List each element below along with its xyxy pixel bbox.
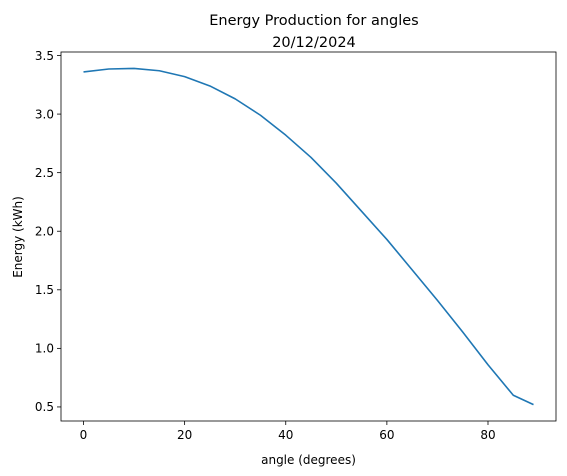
y-tick-label: 1.5 [35, 283, 54, 297]
chart-subtitle: 20/12/2024 [272, 35, 356, 51]
x-tick-label: 40 [278, 428, 293, 442]
y-tick-label: 2.0 [35, 225, 54, 239]
y-tick-label: 0.5 [35, 400, 54, 414]
y-axis-label: Energy (kWh) [11, 196, 25, 278]
y-tick-label: 3.0 [35, 107, 54, 121]
x-tick-label: 80 [480, 428, 495, 442]
chart-title: Energy Production for angles [209, 13, 418, 29]
y-tick-label: 2.5 [35, 166, 54, 180]
plot-area: 0 20 40 60 80 0.5 1.0 1.5 2.0 2.5 3.0 3.5 [35, 49, 557, 442]
plot-frame [60, 51, 557, 422]
x-tick-label: 60 [379, 428, 394, 442]
x-axis-label: angle (degrees) [261, 453, 356, 467]
y-tick-label: 1.0 [35, 342, 54, 356]
x-tick-label: 20 [177, 428, 192, 442]
series-line-0 [83, 67, 534, 406]
x-tick-label: 0 [80, 428, 88, 442]
y-tick-label: 3.5 [35, 49, 54, 63]
